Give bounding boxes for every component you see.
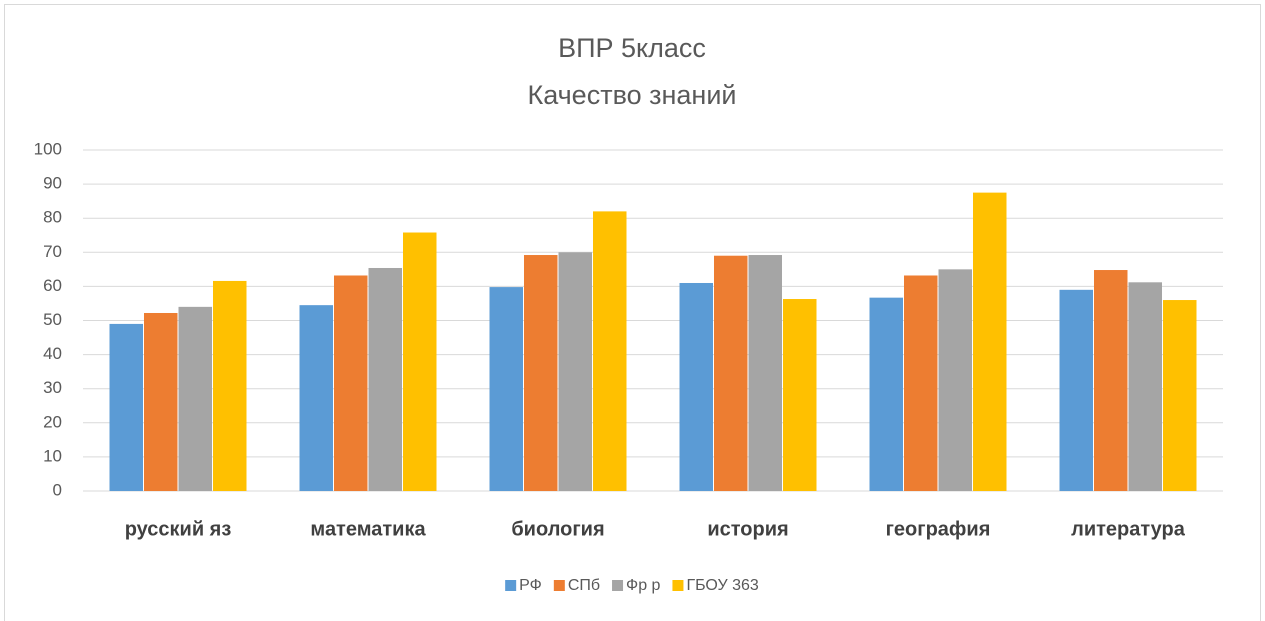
bar [593,211,627,491]
bar [1163,300,1197,491]
legend-swatch [505,580,517,591]
x-tick-label: биология [511,518,604,540]
x-tick-label: русский яз [125,518,232,540]
bar [334,275,368,491]
bar [1128,282,1162,491]
bar [489,287,523,491]
bar [938,269,972,491]
chart-title: ВПР 5класс [558,33,706,63]
bar [1094,270,1128,491]
y-tick-label: 20 [43,412,62,431]
chart-subtitle: Качество знаний [527,80,736,110]
y-tick-label: 100 [34,139,62,158]
bar [299,305,333,491]
bar [748,255,782,491]
legend-label: ГБОУ 363 [686,577,758,594]
legend-label: РФ [519,577,542,594]
legend-label: СПб [568,577,600,594]
x-tick-label: литература [1071,518,1186,540]
bar [1059,289,1093,491]
y-tick-label: 40 [43,344,62,363]
bar [213,280,247,491]
legend-swatch [672,580,684,591]
bar [869,297,903,491]
bar [714,255,748,491]
bar [109,323,143,491]
x-tick-label: история [707,518,788,540]
x-tick-label: география [886,518,991,540]
y-tick-label: 50 [43,310,62,329]
legend-swatch [612,580,624,591]
bar [524,255,558,491]
y-tick-label: 0 [53,480,62,499]
y-tick-label: 90 [43,174,62,193]
bar [368,267,402,491]
bar [558,252,592,491]
y-tick-label: 80 [43,208,62,227]
legend-swatch [553,580,565,591]
bar [178,306,212,491]
bar [783,299,817,491]
legend-label: Фр р [626,577,661,594]
bar [904,275,938,491]
bar [679,282,713,491]
y-tick-label: 70 [43,242,62,261]
y-tick-label: 60 [43,276,62,295]
y-tick-label: 10 [43,446,62,465]
bar [973,192,1007,491]
y-tick-label: 30 [43,378,62,397]
bar [403,232,437,491]
x-tick-label: математика [310,518,426,540]
bar [144,312,178,491]
